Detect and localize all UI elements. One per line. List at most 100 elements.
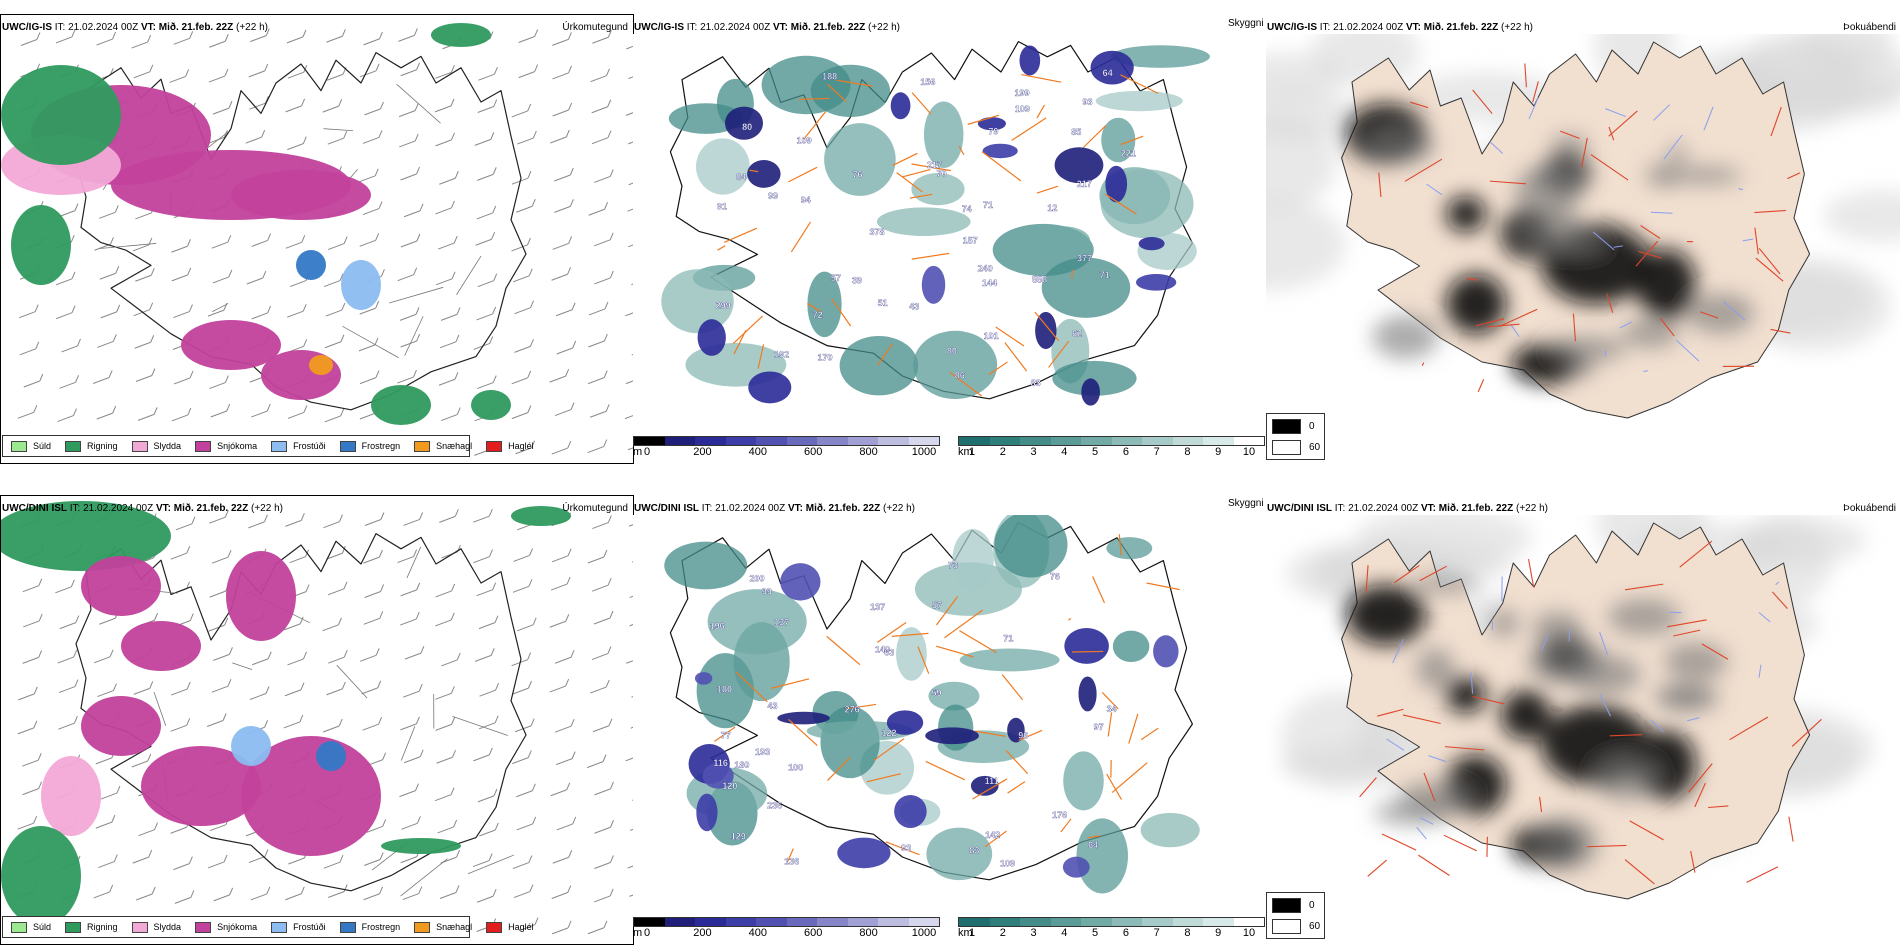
legend-swatch (65, 921, 82, 933)
legend-swatch (414, 921, 431, 933)
precip-area-rigning (381, 838, 461, 854)
colorbar-cell (989, 437, 1020, 445)
colorbar-cell (1020, 437, 1051, 445)
roads (1378, 63, 1801, 393)
cloud-base-area (1101, 117, 1136, 163)
legend-swatch (11, 921, 27, 933)
colorbar-cell (1111, 918, 1142, 926)
colorbar-unit: m (633, 446, 643, 458)
precip-area-snjokoma (81, 696, 161, 756)
cloud-base-label: 71 (1100, 270, 1110, 280)
row2-precip-type-map (0, 495, 634, 945)
precip-area-rigning (1, 65, 121, 165)
legend-swatch (486, 921, 503, 933)
model-name: UWC/DINI ISL (1267, 503, 1332, 514)
it-value: 21.02.2024 00Z (1333, 22, 1404, 33)
row2-terrain-cloud-map: 71 57 64 99 109 140 200 136 111 34 276 180 116 93 176 8… (633, 515, 1265, 925)
cloud-base-label: 62 (1072, 328, 1082, 338)
colorbar-tick: 0 (643, 446, 651, 458)
legend-label: Snjókoma (217, 441, 258, 451)
visibility-legend-row: 0 (1272, 419, 1315, 434)
colorbar-cell (1050, 918, 1081, 926)
it-value: 21.02.2024 00Z (715, 503, 786, 514)
cloud-base-area (994, 515, 1068, 578)
legend-item: Frostúði (271, 921, 326, 933)
row1-precip-legend: Súld Rigning Slydda Snjókoma Frostúði Frostre… (2, 435, 534, 457)
cloud-base-area (696, 138, 750, 195)
legend-label: Súld (33, 441, 52, 451)
colorbar-tick: 9 (1215, 927, 1222, 939)
legend-item: Súld (11, 921, 51, 933)
it-label: IT: (701, 503, 713, 514)
visibility-legend-row: 0 (1272, 898, 1315, 913)
precip-area-rigning (471, 390, 511, 420)
colorbar-unit: km (958, 446, 973, 458)
colorbar-tick: 4 (1061, 446, 1068, 458)
row2-precip-legend: Súld Rigning Slydda Snjókoma Frostúði Frostre… (2, 916, 534, 938)
colorbar-cell (786, 437, 817, 445)
precip-type-map-svg (1, 501, 633, 939)
it-label: IT: (69, 503, 81, 514)
vt-value: Mið. 21.feb. 22Z (173, 503, 249, 514)
cloud-base-label: 129 (731, 831, 746, 841)
colorbar-cells (633, 436, 940, 446)
colorbar-tick: 600 (804, 446, 823, 458)
visibility-value: 0 (1309, 900, 1315, 911)
vt-label: VT: (1405, 22, 1421, 33)
colorbar-cell (959, 918, 990, 926)
cloud-base-label: 193 (755, 747, 770, 757)
precip-area-snjokoma (181, 320, 281, 370)
vt-value: Mið. 21.feb. 22Z (790, 22, 866, 33)
row1-panel2-header: UWC/IG-IS IT: 21.02.2024 00Z VT: Mið. 21… (634, 22, 900, 34)
precip-area-rigning (511, 506, 571, 526)
cloud-base-label: 70 (937, 168, 947, 178)
cloud-base-label: 221 (1121, 149, 1136, 159)
legend-swatch (195, 921, 212, 933)
cloud-base-label: 144 (982, 278, 997, 288)
cloud-base-label: 199 (1014, 88, 1029, 98)
cloud-base-label: 80 (947, 346, 957, 356)
colorbar-cell (878, 918, 909, 926)
legend-label: Slydda (153, 441, 182, 451)
high-terrain-area (1064, 628, 1109, 664)
vt-label: VT: (1420, 503, 1436, 514)
cloud-base-area (952, 529, 994, 592)
colorbar-tick: 0 (643, 927, 651, 939)
row2-panel1-title: Úrkomutegund (562, 503, 628, 514)
cloud-base-label: 137 (774, 618, 789, 628)
legend-label: Frostúði (293, 441, 326, 451)
colorbar-tick: 4 (1061, 927, 1068, 939)
cloud-base-label: 64 (1103, 68, 1113, 78)
roads (717, 73, 1159, 397)
legend-item: Snjókoma (195, 440, 258, 452)
colorbar-cell (817, 437, 848, 445)
legend-label: Frostregn (361, 922, 401, 932)
cloud-base-label: 140 (875, 645, 890, 655)
high-terrain-area (894, 794, 927, 829)
colorbar-tick: 2 (999, 446, 1006, 458)
cloud-base-label: 94 (801, 195, 811, 205)
cloud-base-label: 157 (963, 235, 978, 245)
colorbar-tick: 5 (1092, 446, 1099, 458)
colorbar-tick: 10 (1242, 446, 1256, 458)
row1-panel3-header: UWC/IG-IS IT: 21.02.2024 00Z VT: Mið. 21… (1267, 22, 1533, 34)
cloud-base-label: 100 (788, 762, 803, 772)
colorbar-tick: 8 (1184, 446, 1191, 458)
cloud-base-label: 236 (767, 801, 782, 811)
colorbar-cell (817, 918, 848, 926)
colorbar-cell (1142, 437, 1173, 445)
model-name: UWC/DINI ISL (2, 503, 67, 514)
colorbar-tick: 3 (1030, 446, 1037, 458)
precip-area-snjokoma (226, 551, 296, 641)
cloud-base-label: 12 (1047, 203, 1057, 213)
fog-dense-areas (1346, 575, 1728, 871)
high-terrain-area (1035, 311, 1057, 350)
colorbar-cell (908, 918, 939, 926)
colorbar-tick: 1 (968, 446, 976, 458)
cloud-base-label: 85 (1071, 127, 1081, 137)
legend-item: Slydda (131, 440, 182, 452)
cloud-base-label: 276 (845, 705, 860, 715)
colorbar-tick: 400 (748, 446, 767, 458)
colorbar-cell (1233, 918, 1264, 926)
legend-item: Snjókoma (195, 921, 257, 933)
